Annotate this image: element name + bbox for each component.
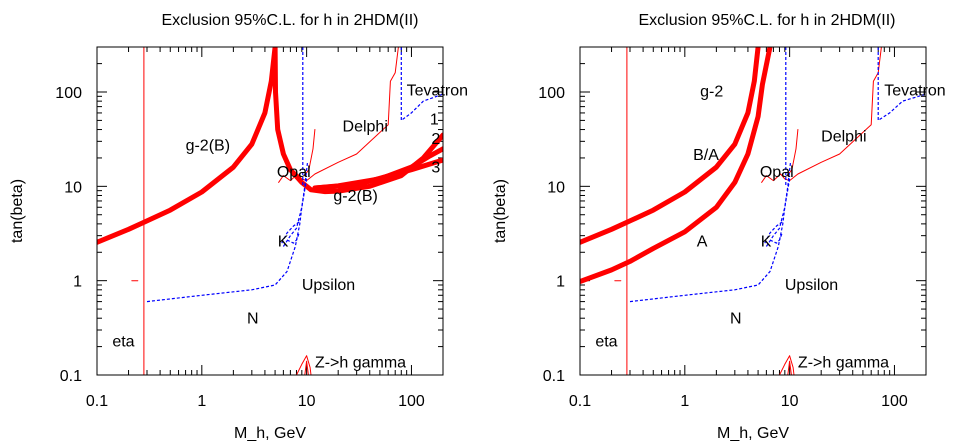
annotation-label: Opal [760,164,794,181]
y-axis-label: tan(beta) [492,179,509,243]
series-group [580,47,926,375]
annotation-label: B/A [693,147,719,164]
series-line-thin-red [787,360,792,375]
annotation-label: g-2 [700,83,723,100]
x-tick-label: 100 [881,393,908,410]
annotation-label: A [697,234,708,251]
x-tick-label: 1 [680,393,689,410]
y-tick-label: 100 [55,85,82,102]
annotation-label: Tevatron [407,82,468,99]
annotation-label: K [761,234,772,251]
y-tick-label: 10 [64,179,82,196]
series-line-thin-red [278,47,399,183]
plot-frame [579,46,927,376]
series-line-dashed-blue [629,162,792,303]
annotation-label: eta [595,334,617,351]
series-line-dashed-blue [286,232,300,244]
series-line-thin-red [761,47,882,183]
y-tick-label: 1 [556,274,565,291]
series-line-thick-red [312,157,443,191]
annotation-label: g-2(B) [333,188,377,205]
annotation-label: 2 [431,131,440,148]
x-tick-label: 0.1 [86,393,108,410]
chart-title: Exclusion 95%C.L. for h in 2HDM(II) [162,12,419,29]
series-group [97,47,443,375]
y-tick-label: 1 [73,274,82,291]
series-line-dashed-blue [400,47,443,122]
annotation-label: eta [112,334,134,351]
series-line-thin-red [304,360,309,375]
chart-panel-2: Exclusion 95%C.L. for h in 2HDM(II) M_h, … [492,12,946,442]
y-tick-label: 0.1 [60,368,82,385]
annotation-label: K [278,234,289,251]
series-line-thin-red [296,355,312,375]
series-line-dashed-blue [877,47,926,122]
series-line-dashed-blue [769,232,783,244]
chart-panel-1: Exclusion 95%C.L. for h in 2HDM(II) M_h, … [9,12,468,442]
annotation-label: N [247,311,259,328]
plot-frame [96,46,444,376]
annotation-label: Upsilon [785,277,838,294]
annotation-label: Opal [277,164,311,181]
x-axis-label: M_h, GeV [234,425,306,442]
series-line-dashed-blue [281,221,300,244]
annotation-label: Delphi [821,128,866,145]
series-line-thin-red [786,129,799,177]
y-tick-label: 0.1 [543,368,565,385]
annotation-label: N [730,311,742,328]
series-line-thin-red [779,355,795,375]
chart-title: Exclusion 95%C.L. for h in 2HDM(II) [639,12,896,29]
series-line-thick-red [580,47,761,245]
series-line-thick-red [580,47,773,284]
series-line-thick-red [272,47,443,195]
x-tick-label: 100 [398,393,425,410]
series-line-dashed-blue [764,221,783,244]
series-line-thick-red [97,47,278,245]
y-tick-label: 10 [547,179,565,196]
y-tick-label: 100 [538,85,565,102]
annotation-label: 3 [431,160,440,177]
annotation-label: Upsilon [302,277,355,294]
series-line-dashed-blue [765,178,791,247]
series-line-thin-red [303,129,316,177]
annotation-label: Delphi [343,119,388,136]
series-line-dashed-blue [146,162,309,303]
x-tick-label: 0.1 [569,393,591,410]
series-line-dashed-blue [282,178,308,247]
annotation-label: Z->h gamma [798,355,889,372]
x-axis-label: M_h, GeV [717,425,789,442]
annotation-label: g-2(B) [186,137,230,154]
annotation-label: Z->h gamma [315,355,406,372]
annotation-label: 1 [430,112,439,129]
x-tick-label: 10 [781,393,799,410]
x-tick-label: 10 [298,393,316,410]
annotation-label: Tevatron [884,82,945,99]
y-axis-label: tan(beta) [9,179,26,243]
x-tick-label: 1 [197,393,206,410]
